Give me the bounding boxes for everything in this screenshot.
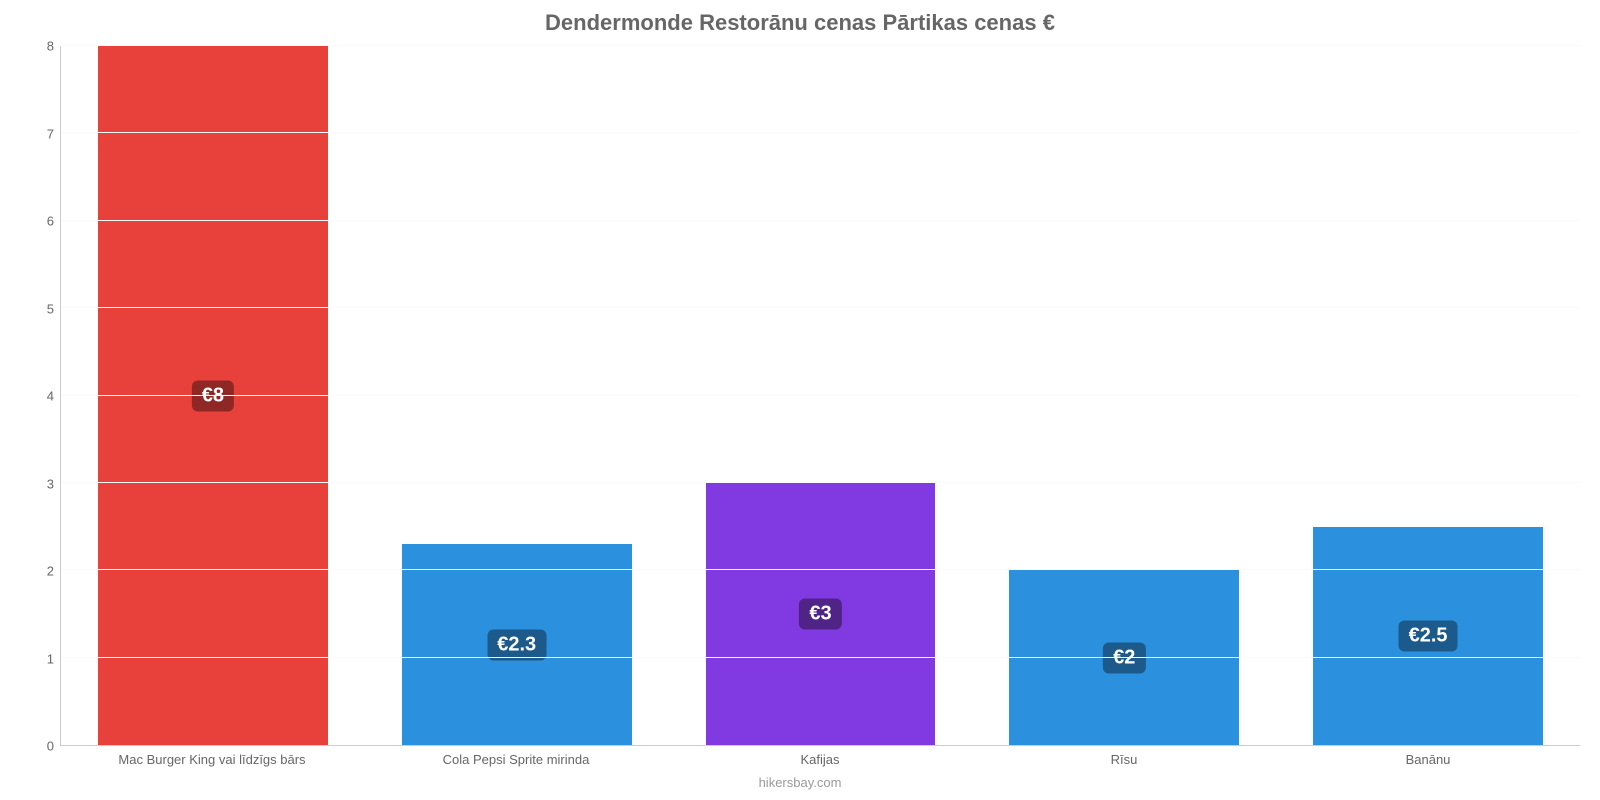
y-tick: 6 [47, 214, 54, 229]
x-axis: Mac Burger King vai līdzīgs bārsCola Pep… [60, 746, 1580, 767]
credit-text: hikersbay.com [20, 775, 1580, 790]
bar-slot: €2 [972, 46, 1276, 745]
bars-group: €8 €2.3 €3 €2 €2.5 [61, 46, 1580, 745]
bar-slot: €8 [61, 46, 365, 745]
grid-line [61, 132, 1580, 133]
x-label: Mac Burger King vai līdzīgs bārs [60, 746, 364, 767]
y-tick: 1 [47, 651, 54, 666]
grid-line [61, 395, 1580, 396]
grid-line [61, 45, 1580, 46]
bar: €2 [1009, 570, 1239, 745]
x-label: Rīsu [972, 746, 1276, 767]
grid-line [61, 220, 1580, 221]
y-tick: 0 [47, 739, 54, 754]
x-label: Kafijas [668, 746, 972, 767]
bar-value-label: €2.5 [1399, 620, 1458, 651]
y-tick: 8 [47, 39, 54, 54]
bar: €3 [706, 483, 936, 745]
bar: €8 [98, 46, 328, 745]
y-tick: 5 [47, 301, 54, 316]
y-tick: 2 [47, 564, 54, 579]
grid-line [61, 657, 1580, 658]
y-tick: 7 [47, 126, 54, 141]
x-label: Cola Pepsi Sprite mirinda [364, 746, 668, 767]
bar-value-label: €2 [1103, 642, 1145, 673]
bar-value-label: €8 [192, 380, 234, 411]
y-axis: 012345678 [20, 46, 60, 746]
y-tick: 3 [47, 476, 54, 491]
chart-container: Dendermonde Restorānu cenas Pārtikas cen… [0, 0, 1600, 800]
bar: €2.5 [1313, 527, 1543, 745]
bar-slot: €3 [669, 46, 973, 745]
y-tick: 4 [47, 389, 54, 404]
bar-slot: €2.3 [365, 46, 669, 745]
grid-line [61, 569, 1580, 570]
grid-line [61, 307, 1580, 308]
bar-value-label: €3 [799, 598, 841, 629]
bar-slot: €2.5 [1276, 46, 1580, 745]
bar: €2.3 [402, 544, 632, 745]
chart-title: Dendermonde Restorānu cenas Pārtikas cen… [20, 10, 1580, 36]
plot-area: €8 €2.3 €3 €2 €2.5 [60, 46, 1580, 746]
x-label: Banānu [1276, 746, 1580, 767]
chart-body: 012345678 €8€2.3€3€2€2.5 [20, 46, 1580, 746]
grid-line [61, 482, 1580, 483]
bar-value-label: €2.3 [487, 629, 546, 660]
